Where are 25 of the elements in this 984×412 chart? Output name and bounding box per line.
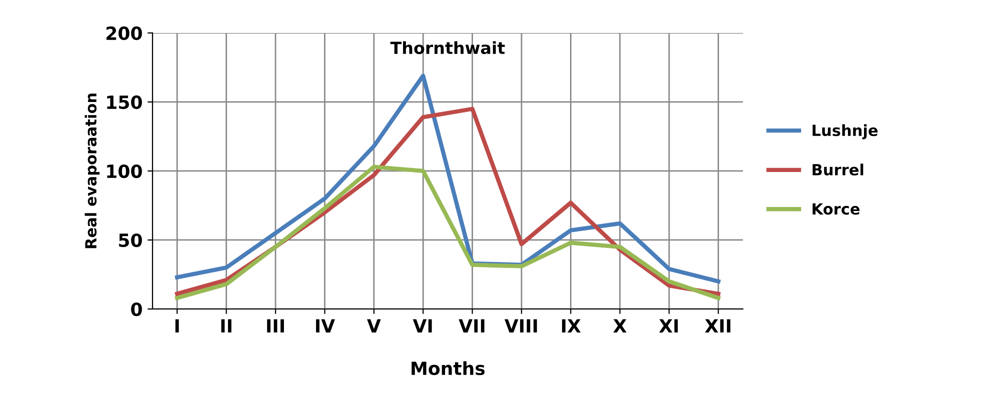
y-axis-title: Real evaporaation <box>84 94 100 248</box>
x-tick-label: XII <box>704 319 730 332</box>
x-tick-label: I <box>175 319 179 332</box>
legend-label: Lushnje <box>812 124 878 140</box>
x-tick-label: II <box>221 319 232 332</box>
legend-label: Korce <box>812 203 860 215</box>
x-tick-label: IV <box>316 319 335 332</box>
line-series <box>175 74 720 284</box>
x-tick-label: X <box>613 319 627 332</box>
x-tick-label: VI <box>412 319 432 332</box>
x-tick-label: VII <box>458 319 484 332</box>
x-tick-label: XI <box>659 319 678 332</box>
y-tick-label: 150 <box>107 95 142 110</box>
y-tick-label: 200 <box>106 26 142 40</box>
x-tick-label: VIII <box>504 319 537 332</box>
x-tick-label: III <box>267 319 284 332</box>
y-tick-label: 100 <box>107 164 142 178</box>
chart-title: Thornthwait <box>390 41 505 54</box>
x-tick-label: IX <box>562 319 581 332</box>
x-axis-title: Months <box>412 361 485 376</box>
legend-label: Burrel <box>812 164 864 176</box>
line-series <box>175 164 720 300</box>
x-tick-label: V <box>367 319 381 332</box>
y-tick-label: 50 <box>119 233 142 248</box>
y-tick-label: 0 <box>131 302 142 316</box>
